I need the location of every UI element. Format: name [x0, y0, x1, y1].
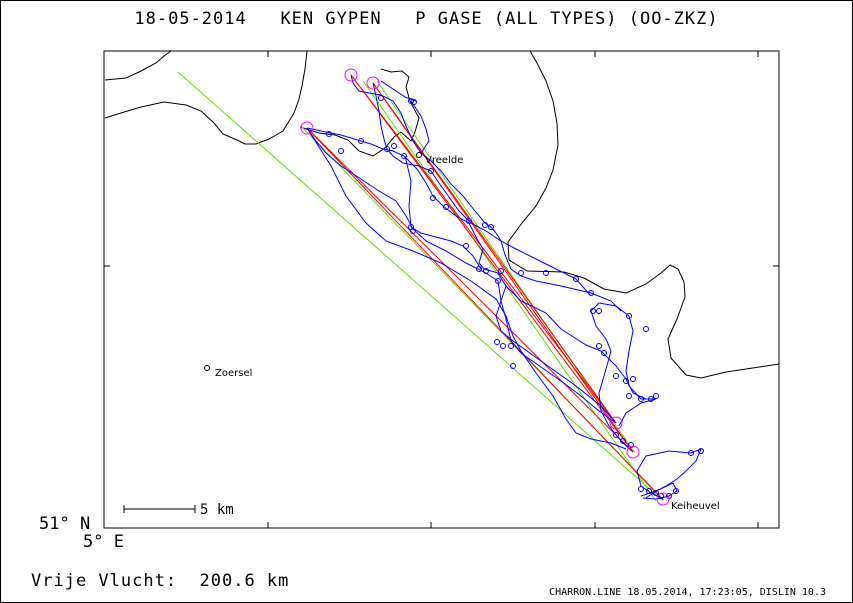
scale-bar: 5 km [123, 502, 234, 518]
latitude-label: 51° N [39, 514, 91, 534]
place-marker-zoersel [204, 365, 210, 371]
flight-track [306, 74, 702, 500]
place-markers: Vreelde Zoersel Keiheuvel [204, 152, 720, 512]
place-label-zoersel: Zoersel [215, 368, 252, 379]
place-label-vreelde: Vreelde [425, 155, 463, 166]
country-border [104, 50, 780, 379]
free-flight-distance: Vrije Vlucht: 200.6 km [31, 571, 290, 591]
turnpoint-circles [300, 68, 670, 506]
scale-bar-label: 5 km [200, 502, 234, 518]
track-markers [326, 95, 704, 499]
place-label-keiheuvel: Keiheuvel [671, 501, 720, 512]
chart-title: 18-05-2014 KEN GYPEN P GASE (ALL TYPES) … [134, 9, 719, 29]
credit-line: CHARRON.LINE 18.05.2014, 17:23:05, DISLI… [549, 587, 826, 598]
place-marker-vreelde [416, 152, 422, 158]
plot-frame [103, 50, 780, 529]
longitude-label: 5° E [83, 532, 124, 552]
legs-green [177, 71, 665, 502]
axis-ticks [104, 51, 779, 528]
